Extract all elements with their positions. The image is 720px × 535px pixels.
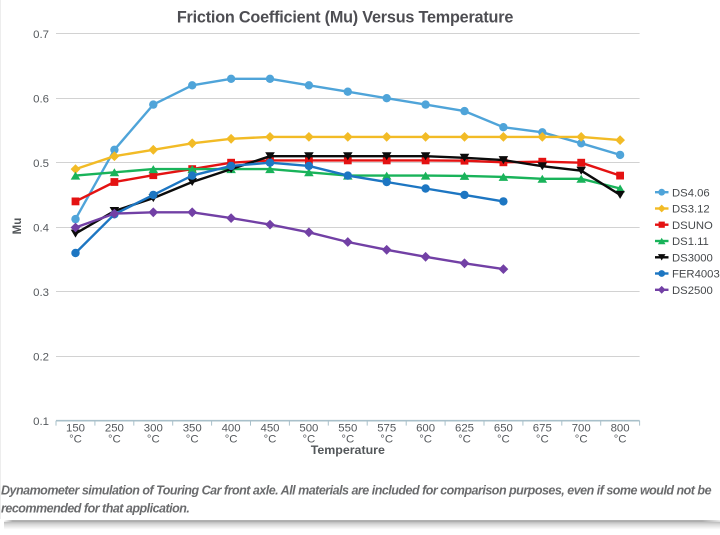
svg-text:°C: °C <box>108 434 121 446</box>
svg-text:DS2500: DS2500 <box>672 285 713 297</box>
svg-text:500: 500 <box>299 423 318 435</box>
svg-text:0.1: 0.1 <box>33 416 49 428</box>
svg-text:°C: °C <box>536 434 549 446</box>
svg-text:°C: °C <box>380 434 393 446</box>
svg-text:0.4: 0.4 <box>33 222 49 234</box>
svg-text:°C: °C <box>458 434 471 446</box>
svg-text:recommended for that applicati: recommended for that application. <box>1 501 189 515</box>
svg-text:575: 575 <box>377 423 396 435</box>
svg-text:°C: °C <box>69 434 82 446</box>
svg-text:°C: °C <box>147 434 160 446</box>
svg-text:°C: °C <box>303 434 316 446</box>
svg-text:675: 675 <box>533 423 552 435</box>
svg-text:Temperature: Temperature <box>311 443 385 457</box>
svg-text:350: 350 <box>183 423 202 435</box>
svg-text:°C: °C <box>186 434 199 446</box>
svg-text:°C: °C <box>264 434 277 446</box>
svg-text:DS1.11: DS1.11 <box>672 236 709 248</box>
svg-text:600: 600 <box>416 423 435 435</box>
svg-text:Mu: Mu <box>12 218 24 235</box>
svg-text:650: 650 <box>494 423 513 435</box>
svg-text:DS3000: DS3000 <box>672 252 713 264</box>
svg-text:250: 250 <box>105 423 124 435</box>
svg-text:625: 625 <box>455 423 474 435</box>
svg-text:°C: °C <box>419 434 432 446</box>
svg-text:0.3: 0.3 <box>33 287 49 299</box>
svg-text:DSUNO: DSUNO <box>672 220 713 232</box>
svg-text:700: 700 <box>572 423 591 435</box>
svg-text:0.2: 0.2 <box>33 351 49 363</box>
svg-text:Dynamometer simulation of Tour: Dynamometer simulation of Touring Car fr… <box>1 483 712 497</box>
svg-text:FER4003: FER4003 <box>672 269 720 281</box>
svg-text:450: 450 <box>260 423 279 435</box>
svg-text:°C: °C <box>225 434 238 446</box>
svg-text:150: 150 <box>66 423 85 435</box>
svg-text:DS4.06: DS4.06 <box>672 187 710 199</box>
svg-text:0.7: 0.7 <box>33 29 49 41</box>
svg-text:400: 400 <box>222 423 241 435</box>
svg-text:°C: °C <box>497 434 510 446</box>
svg-text:550: 550 <box>338 423 357 435</box>
svg-text:DS3.12: DS3.12 <box>672 204 710 216</box>
svg-text:°C: °C <box>614 434 627 446</box>
svg-text:0.5: 0.5 <box>33 158 49 170</box>
svg-text:0.6: 0.6 <box>33 93 49 105</box>
svg-text:°C: °C <box>341 434 354 446</box>
svg-text:°C: °C <box>575 434 588 446</box>
svg-text:800: 800 <box>611 423 630 435</box>
svg-text:Friction Coefficient (Mu) Vers: Friction Coefficient (Mu) Versus Tempera… <box>177 9 513 27</box>
svg-text:300: 300 <box>144 423 163 435</box>
